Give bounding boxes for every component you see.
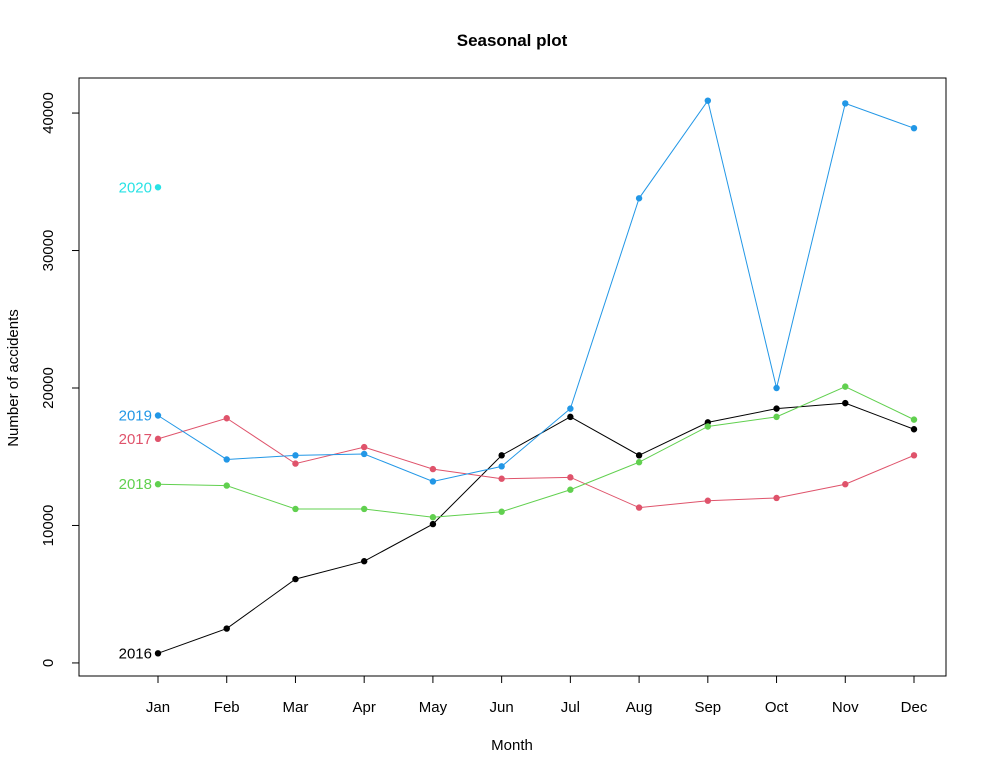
point <box>498 463 505 470</box>
point <box>842 100 849 107</box>
point <box>223 415 230 422</box>
y-tick-label: 0 <box>40 659 57 667</box>
point <box>223 456 230 463</box>
point <box>704 497 712 504</box>
x-tick-label: Dec <box>901 699 928 716</box>
point <box>498 475 505 482</box>
series-line <box>157 99 915 482</box>
point <box>567 413 574 421</box>
x-tick-label: Feb <box>214 699 240 716</box>
point <box>704 423 712 430</box>
x-tick-label: Mar <box>283 699 309 716</box>
point <box>910 416 918 423</box>
point <box>773 384 780 392</box>
point <box>154 412 162 419</box>
x-tick-label: May <box>419 699 448 716</box>
point <box>773 405 780 412</box>
point <box>567 405 574 412</box>
point <box>429 478 437 485</box>
point <box>429 465 437 473</box>
series-label: 2020 <box>119 179 152 196</box>
point <box>360 558 368 565</box>
point <box>360 505 368 513</box>
chart-title: Seasonal plot <box>457 31 568 50</box>
x-tick-label: Oct <box>765 699 789 716</box>
series-label: 2018 <box>119 476 152 493</box>
series-line <box>157 417 915 509</box>
point <box>154 435 162 443</box>
x-tick-label: Sep <box>694 699 721 716</box>
point <box>154 481 162 488</box>
point <box>635 195 643 202</box>
x-tick-label: Apr <box>353 699 376 716</box>
point <box>360 443 368 451</box>
point <box>429 520 437 528</box>
point <box>360 450 368 458</box>
series-label: 2019 <box>119 407 152 424</box>
point <box>842 481 849 488</box>
plot-frame <box>78 77 947 677</box>
x-tick-label: Jul <box>561 699 580 716</box>
point <box>498 452 505 459</box>
point <box>910 426 918 433</box>
x-tick-label: Jun <box>490 699 514 716</box>
point <box>154 650 162 657</box>
y-axis-label: Number of accidents <box>5 309 22 447</box>
point <box>292 575 299 583</box>
y-tick-label: 40000 <box>40 92 57 134</box>
point <box>429 514 437 521</box>
series-label: 2017 <box>119 431 152 448</box>
x-tick-label: Jan <box>146 699 170 716</box>
point <box>292 460 299 467</box>
series-line <box>157 386 915 518</box>
point <box>910 452 918 459</box>
point <box>567 486 574 493</box>
point <box>704 97 712 104</box>
point <box>223 482 230 489</box>
y-tick-label: 20000 <box>40 367 57 409</box>
point <box>635 452 643 459</box>
point <box>154 184 162 191</box>
point <box>635 504 643 511</box>
series-label: 2016 <box>119 645 152 662</box>
point <box>292 452 299 459</box>
series-line <box>157 402 915 654</box>
point <box>292 505 299 513</box>
point <box>842 383 849 390</box>
point <box>842 399 849 407</box>
point <box>910 124 918 132</box>
point <box>635 459 643 466</box>
y-tick-label: 30000 <box>40 230 57 272</box>
point <box>498 508 505 515</box>
point <box>773 413 780 421</box>
y-tick-label: 10000 <box>40 505 57 547</box>
x-tick-label: Nov <box>832 699 859 716</box>
point <box>223 625 230 632</box>
x-axis-label: Month <box>491 737 533 754</box>
point <box>567 474 574 481</box>
point <box>773 494 780 502</box>
x-tick-label: Aug <box>626 699 653 716</box>
